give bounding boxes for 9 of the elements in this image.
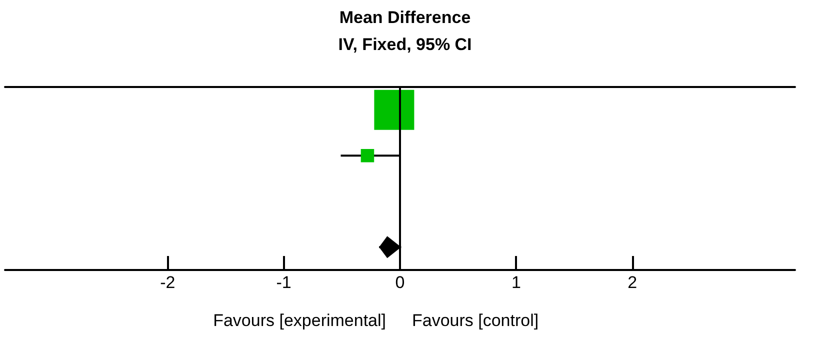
- text: Favours [experimental]: [213, 311, 386, 330]
- x-tick-label: 0: [395, 273, 405, 292]
- x-tick-label: 1: [511, 273, 521, 292]
- x-tick-label: -1: [276, 273, 292, 292]
- chart-title: Mean Difference: [339, 8, 471, 27]
- chart-subtitle: IV, Fixed, 95% CI: [338, 35, 472, 54]
- x-tick-label: 2: [628, 273, 638, 292]
- text: Favours [control]: [412, 311, 539, 330]
- x-tick-label: -2: [160, 273, 176, 292]
